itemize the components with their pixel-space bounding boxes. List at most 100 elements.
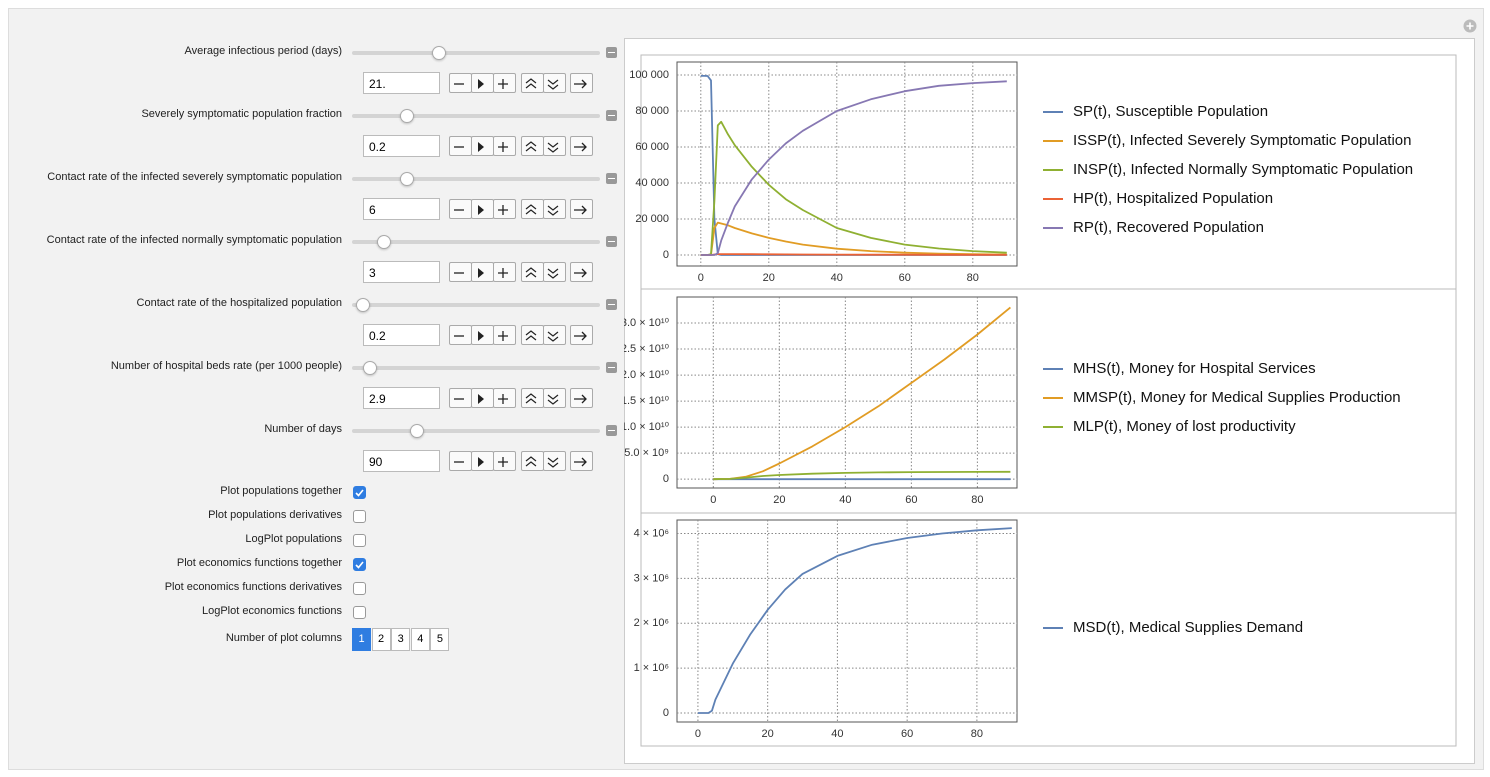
animate-button[interactable]: [449, 388, 472, 408]
y-tick-label: 1 × 10⁶: [634, 662, 669, 674]
checkbox-label: Plot economics functions derivatives: [164, 581, 342, 593]
slider-thumb[interactable]: [400, 109, 414, 123]
animate-button[interactable]: [521, 73, 544, 93]
animate-button[interactable]: [471, 262, 494, 282]
y-tick-label: 1.0 × 10¹⁰: [624, 421, 670, 433]
slider-label: Contact rate of the infected severely sy…: [47, 171, 342, 183]
collapse-button[interactable]: [606, 173, 617, 184]
checkbox-label: Plot populations derivatives: [208, 509, 342, 521]
animate-button[interactable]: [493, 262, 516, 282]
slider-thumb[interactable]: [410, 424, 424, 438]
slider-label: Severely symptomatic population fraction: [141, 108, 342, 120]
checkbox[interactable]: [353, 558, 366, 571]
plot-area: [676, 61, 1018, 267]
collapse-button[interactable]: [606, 362, 617, 373]
plot-area: [676, 296, 1018, 489]
animate-button[interactable]: [471, 136, 494, 156]
animate-button[interactable]: [493, 388, 516, 408]
animate-button[interactable]: [543, 199, 566, 219]
collapse-button[interactable]: [606, 425, 617, 436]
animate-button[interactable]: [570, 199, 593, 219]
checkbox[interactable]: [353, 510, 366, 523]
animate-button[interactable]: [543, 451, 566, 471]
slider-thumb[interactable]: [377, 235, 391, 249]
animate-button[interactable]: [471, 73, 494, 93]
animate-button[interactable]: [493, 199, 516, 219]
series-line: [697, 527, 1012, 714]
animate-button[interactable]: [570, 325, 593, 345]
animate-button[interactable]: [570, 73, 593, 93]
collapse-button[interactable]: [606, 47, 617, 58]
plot-columns-option[interactable]: 5: [430, 628, 450, 651]
y-tick-label: 0: [663, 473, 669, 485]
animate-button[interactable]: [570, 136, 593, 156]
animate-button[interactable]: [521, 451, 544, 471]
value-field[interactable]: 0.2: [363, 135, 440, 157]
slider-label: Number of days: [264, 423, 342, 435]
animate-button[interactable]: [471, 451, 494, 471]
value-field[interactable]: 90: [363, 450, 440, 472]
animate-button[interactable]: [493, 325, 516, 345]
y-tick-label: 3 × 10⁶: [634, 572, 669, 584]
animate-button[interactable]: [493, 136, 516, 156]
animate-button[interactable]: [543, 136, 566, 156]
slider-thumb[interactable]: [363, 361, 377, 375]
animate-button[interactable]: [521, 136, 544, 156]
animate-button[interactable]: [493, 73, 516, 93]
plot-columns-option[interactable]: 1: [352, 628, 371, 651]
animate-button[interactable]: [570, 262, 593, 282]
y-tick-label: 60 000: [635, 141, 669, 153]
checkbox[interactable]: [353, 534, 366, 547]
checkbox-label: LogPlot populations: [245, 533, 342, 545]
animate-button[interactable]: [449, 451, 472, 471]
collapse-button[interactable]: [606, 236, 617, 247]
animate-button[interactable]: [449, 136, 472, 156]
collapse-button[interactable]: [606, 110, 617, 121]
y-tick-label: 40 000: [635, 177, 669, 189]
animate-button[interactable]: [471, 325, 494, 345]
plot-columns-option[interactable]: 2: [371, 628, 391, 651]
y-tick-label: 5.0 × 10⁹: [624, 447, 669, 459]
animate-button[interactable]: [543, 73, 566, 93]
animate-button[interactable]: [570, 388, 593, 408]
slider-thumb[interactable]: [400, 172, 414, 186]
charts-frame: [640, 54, 1457, 747]
animate-button[interactable]: [449, 262, 472, 282]
animate-button[interactable]: [521, 325, 544, 345]
plot-columns-option[interactable]: 3: [391, 628, 411, 651]
plot-columns-option[interactable]: 4: [410, 628, 430, 651]
y-tick-label: 100 000: [629, 69, 669, 81]
collapse-button[interactable]: [606, 299, 617, 310]
animate-button[interactable]: [521, 388, 544, 408]
animate-button[interactable]: [449, 199, 472, 219]
checkbox[interactable]: [353, 606, 366, 619]
animate-button[interactable]: [521, 262, 544, 282]
checkbox[interactable]: [353, 486, 366, 499]
animate-button[interactable]: [493, 451, 516, 471]
value-field[interactable]: 3: [363, 261, 440, 283]
animate-button[interactable]: [471, 388, 494, 408]
y-tick-label: 2 × 10⁶: [634, 617, 669, 629]
slider-thumb[interactable]: [356, 298, 370, 312]
slider-thumb[interactable]: [432, 46, 446, 60]
legend-label: MSD(t), Medical Supplies Demand: [1073, 619, 1303, 636]
slider-track: [352, 303, 600, 307]
animate-button[interactable]: [543, 388, 566, 408]
animate-button[interactable]: [471, 199, 494, 219]
animate-button[interactable]: [570, 451, 593, 471]
x-tick-label: 60: [905, 494, 917, 506]
value-field[interactable]: 2.9: [363, 387, 440, 409]
series-line: [700, 80, 1007, 256]
add-button[interactable]: [1462, 18, 1478, 34]
animate-button[interactable]: [449, 73, 472, 93]
animate-button[interactable]: [521, 199, 544, 219]
x-tick-label: 0: [698, 272, 704, 284]
value-field[interactable]: 21.: [363, 72, 440, 94]
slider-track: [352, 240, 600, 244]
animate-button[interactable]: [449, 325, 472, 345]
animate-button[interactable]: [543, 262, 566, 282]
value-field[interactable]: 0.2: [363, 324, 440, 346]
value-field[interactable]: 6: [363, 198, 440, 220]
animate-button[interactable]: [543, 325, 566, 345]
checkbox[interactable]: [353, 582, 366, 595]
